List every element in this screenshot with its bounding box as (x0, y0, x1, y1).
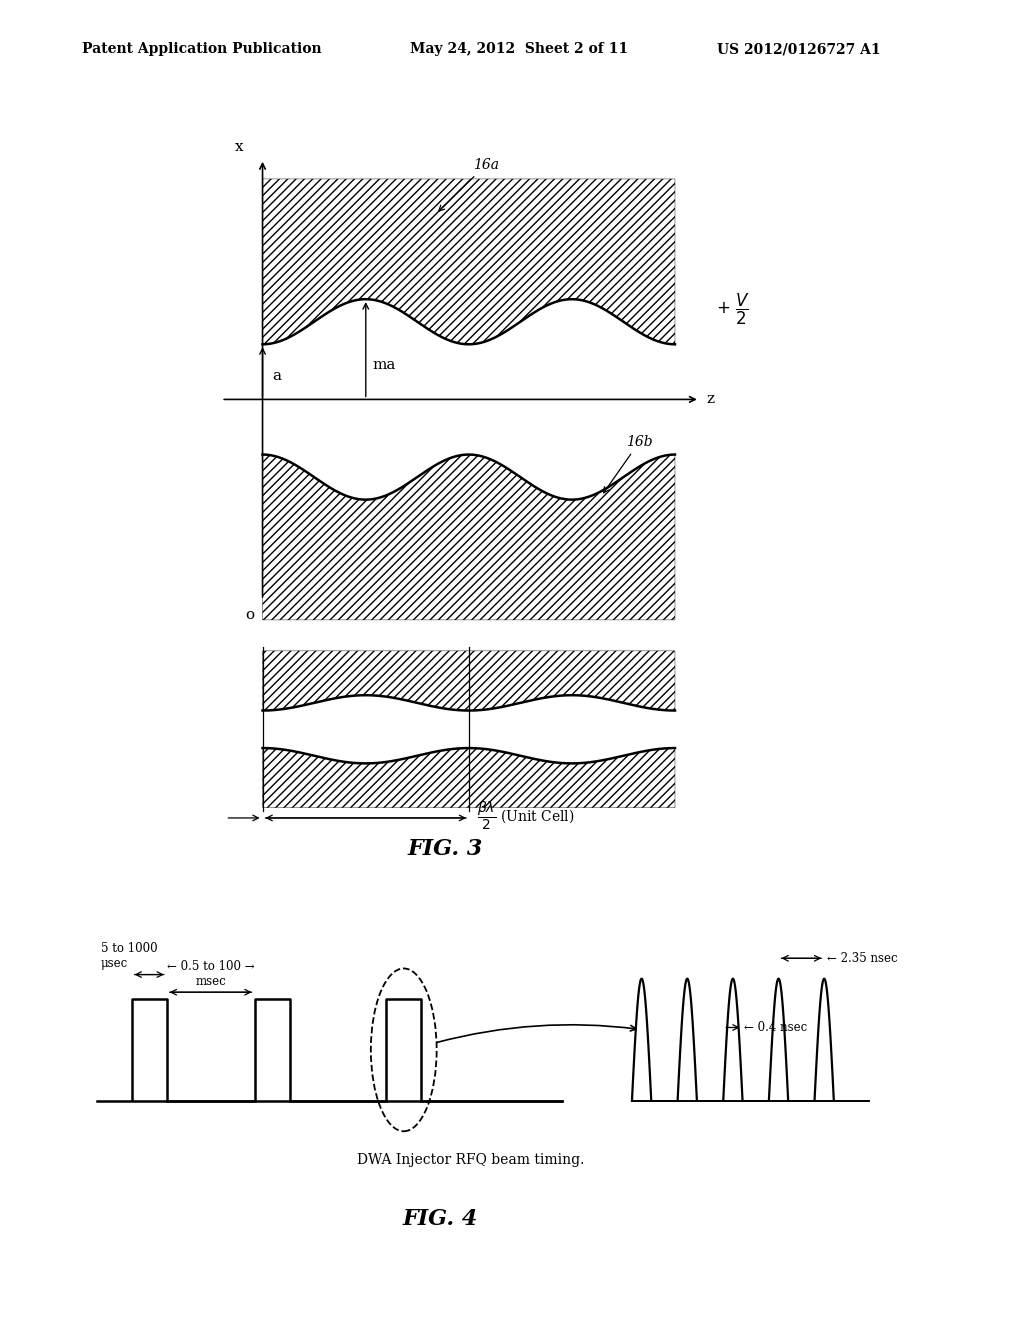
Text: x: x (236, 140, 244, 154)
Text: ma: ma (373, 358, 395, 372)
Text: May 24, 2012  Sheet 2 of 11: May 24, 2012 Sheet 2 of 11 (410, 42, 628, 57)
Text: $\dfrac{\beta\lambda}{2}$ (Unit Cell): $\dfrac{\beta\lambda}{2}$ (Unit Cell) (477, 800, 574, 833)
Text: 5 to 1000
μsec: 5 to 1000 μsec (101, 942, 158, 970)
Text: Patent Application Publication: Patent Application Publication (82, 42, 322, 57)
Text: ← 2.35 nsec: ← 2.35 nsec (826, 952, 897, 965)
Text: $+\ \dfrac{V}{2}$: $+\ \dfrac{V}{2}$ (716, 292, 750, 327)
Text: ← 0.5 to 100 →
msec: ← 0.5 to 100 → msec (167, 960, 254, 989)
Text: a: a (272, 370, 282, 383)
Text: FIG. 4: FIG. 4 (402, 1208, 478, 1230)
Text: 16a: 16a (438, 158, 499, 211)
Text: DWA Injector RFQ beam timing.: DWA Injector RFQ beam timing. (357, 1154, 585, 1167)
Text: ← 0.4 nsec: ← 0.4 nsec (744, 1020, 808, 1034)
Text: US 2012/0126727 A1: US 2012/0126727 A1 (717, 42, 881, 57)
Text: z: z (707, 392, 715, 407)
Text: 16b: 16b (603, 436, 652, 492)
Text: FIG. 3: FIG. 3 (408, 838, 483, 861)
Text: o: o (246, 609, 255, 622)
